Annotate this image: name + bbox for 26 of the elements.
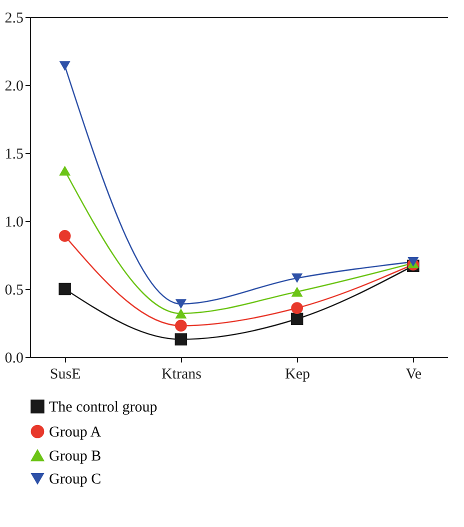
point bbox=[58, 282, 71, 296]
point bbox=[175, 320, 187, 332]
point bbox=[175, 308, 187, 318]
point bbox=[290, 312, 304, 326]
legend-label: Group C bbox=[49, 472, 102, 488]
point bbox=[174, 333, 188, 346]
y-tick-label: 0.5 bbox=[4, 282, 24, 298]
point bbox=[291, 302, 303, 314]
x-tick-label: SusE bbox=[50, 366, 81, 382]
legend-label: Group B bbox=[49, 448, 102, 464]
y-tick-label: 1.5 bbox=[4, 146, 24, 162]
point bbox=[59, 166, 71, 176]
x-tick-label: Ktrans bbox=[161, 366, 202, 382]
legend-label: Group A bbox=[49, 424, 102, 440]
x-tick-label: Kep bbox=[285, 366, 310, 382]
x-tick-label: Ve bbox=[406, 366, 422, 382]
y-tick-label: 2.5 bbox=[4, 10, 24, 26]
y-tick-label: 1.0 bbox=[4, 214, 24, 230]
point bbox=[58, 230, 71, 242]
y-tick-label: 0.0 bbox=[4, 350, 24, 366]
point bbox=[292, 273, 303, 283]
point bbox=[59, 61, 70, 71]
point bbox=[175, 299, 186, 309]
legend-label: The control group bbox=[49, 400, 158, 416]
point bbox=[291, 286, 303, 297]
y-tick-label: 2.0 bbox=[4, 78, 24, 94]
